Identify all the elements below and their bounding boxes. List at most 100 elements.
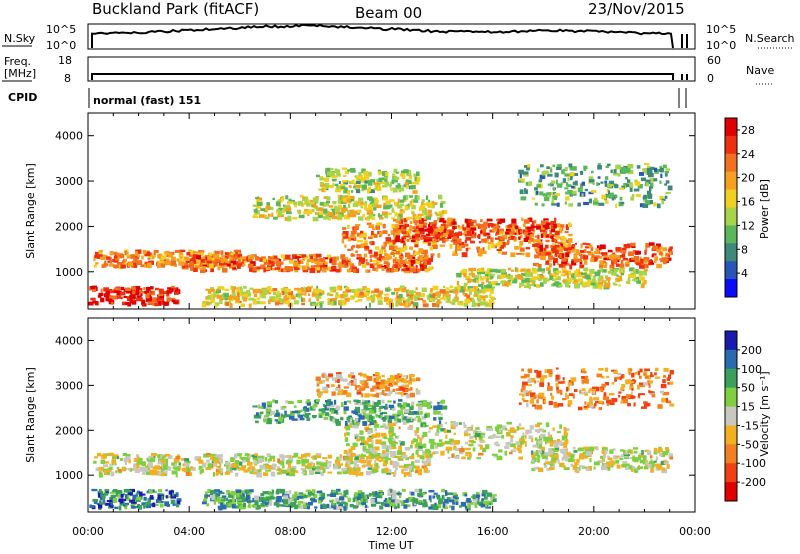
heatmap-cell (263, 290, 268, 295)
heatmap-cell (558, 381, 564, 384)
heatmap-cell (386, 458, 392, 461)
heatmap-cell (355, 406, 361, 411)
heatmap-cell (332, 419, 336, 422)
heatmap-cell (364, 245, 370, 249)
heatmap-cell (416, 454, 420, 458)
heatmap-cell (519, 240, 524, 246)
heatmap-cell (272, 288, 278, 292)
heatmap-cell (394, 392, 400, 395)
heatmap-cell (623, 168, 629, 174)
heatmap-cell (256, 256, 259, 259)
heatmap-cell (199, 470, 202, 475)
heatmap-cell (195, 456, 201, 459)
heatmap-cell (296, 254, 302, 257)
heatmap-cell (93, 257, 96, 262)
heatmap-cell (473, 279, 480, 283)
heatmap-cell (321, 290, 325, 295)
heatmap-cell (431, 241, 437, 246)
heatmap-cell (612, 282, 616, 285)
heatmap-cell (349, 422, 353, 426)
heatmap-cell (391, 250, 397, 254)
heatmap-cell (244, 293, 248, 298)
heatmap-cell (439, 244, 445, 247)
heatmap-cell (427, 199, 431, 205)
heatmap-cell (628, 465, 633, 469)
heatmap-cell (492, 433, 496, 439)
heatmap-cell (100, 297, 105, 303)
heatmap-cell (645, 461, 649, 465)
heatmap-cell (368, 186, 371, 192)
heatmap-cell (460, 300, 463, 304)
heatmap-cell (449, 300, 452, 305)
heatmap-cell (596, 446, 599, 451)
heatmap-cell (363, 464, 369, 467)
heatmap-cell (539, 225, 545, 231)
heatmap-cell (342, 174, 347, 177)
heatmap-cell (97, 453, 102, 457)
heatmap-cell (266, 286, 272, 291)
heatmap-cell (403, 300, 406, 305)
heatmap-cell (299, 194, 304, 198)
heatmap-cell (422, 303, 429, 308)
heatmap-cell (484, 273, 489, 277)
heatmap-cell (403, 224, 406, 229)
heatmap-cell (551, 249, 557, 254)
heatmap-cell (136, 297, 142, 302)
heatmap-cell (623, 449, 627, 455)
heatmap-cell (540, 275, 545, 280)
heatmap-cell (404, 194, 409, 199)
heatmap-cell (389, 451, 393, 455)
heatmap-cell (499, 428, 502, 433)
heatmap-cell (372, 454, 378, 459)
heatmap-cell (148, 489, 153, 494)
heatmap-cell (284, 410, 287, 415)
heatmap-cell (389, 460, 394, 465)
heatmap-cell (571, 166, 577, 171)
heatmap-cell (534, 452, 538, 457)
heatmap-cell (478, 452, 484, 456)
heatmap-cell (542, 225, 547, 228)
heatmap-cell (573, 279, 579, 283)
heatmap-cell (382, 184, 386, 188)
heatmap-cell (597, 277, 602, 282)
heatmap-cell (620, 454, 626, 458)
heatmap-cell (607, 455, 610, 459)
heatmap-cell (556, 386, 559, 392)
heatmap-cell (439, 202, 444, 208)
heatmap-cell (100, 495, 106, 500)
heatmap-cell (548, 234, 552, 238)
heatmap-cell (555, 378, 560, 382)
heatmap-cell (372, 405, 375, 411)
heatmap-cell (491, 228, 497, 232)
heatmap-cell (343, 263, 349, 268)
heatmap-cell (232, 295, 237, 298)
heatmap-cell (348, 203, 351, 208)
heatmap-cell (385, 448, 389, 453)
heatmap-cell (550, 236, 554, 239)
heatmap-cell (516, 447, 522, 451)
heatmap-cell (323, 265, 328, 269)
heatmap-cell (541, 170, 546, 176)
heatmap-cell (573, 185, 577, 190)
heatmap-cell (230, 260, 237, 265)
heatmap-cell (453, 242, 458, 245)
heatmap-cell (294, 266, 299, 270)
heatmap-cell (304, 414, 310, 418)
heatmap-cell (622, 463, 627, 468)
heatmap-cell (599, 260, 605, 265)
heatmap-cell (392, 239, 396, 245)
heatmap-cell (161, 501, 164, 504)
heatmap-cell (372, 400, 375, 405)
heatmap-cell (358, 472, 364, 476)
heatmap-cell (637, 184, 643, 189)
heatmap-cell (362, 179, 365, 183)
heatmap-cell (371, 227, 375, 231)
heatmap-cell (398, 190, 402, 193)
heatmap-cell (285, 400, 289, 404)
heatmap-cell (604, 280, 607, 285)
heatmap-cell (363, 240, 368, 243)
heatmap-cell (404, 224, 409, 228)
heatmap-cell (373, 182, 379, 185)
heatmap-cell (376, 415, 379, 418)
heatmap-cell (375, 432, 381, 438)
